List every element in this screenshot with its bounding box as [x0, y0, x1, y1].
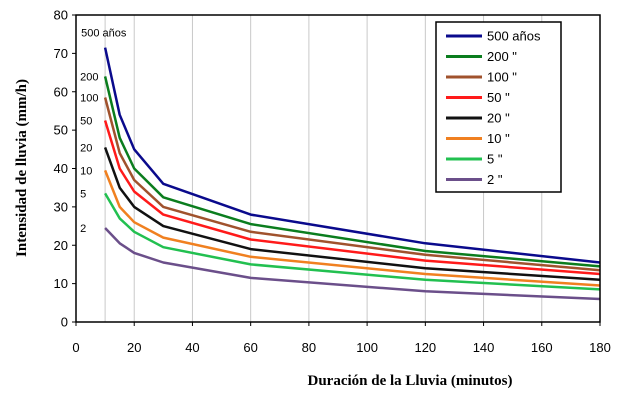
- y-axis-title: Intensidad de lluvia (mm/h): [14, 79, 30, 257]
- series-line-0: [103, 47, 601, 264]
- y-tick-label-0: 0: [61, 315, 68, 330]
- y-tick-label-1: 10: [54, 276, 68, 291]
- series-line-2: [103, 97, 601, 272]
- series-line-6: [104, 192, 601, 291]
- legend-label-2: 100 ": [487, 70, 517, 85]
- x-tick-label-6: 120: [414, 340, 436, 355]
- curve-labels: 500 años 200 100 50 20 10 5 2: [80, 28, 127, 235]
- y-axis-ticks: 0 10 20 30 40 50 60 70 80: [54, 8, 76, 330]
- series-line-3: [103, 120, 601, 276]
- x-tick-label-2: 40: [185, 340, 199, 355]
- legend-label-6: 5 ": [487, 152, 503, 167]
- x-tick-label-7: 140: [473, 340, 495, 355]
- series-line-1: [103, 76, 601, 268]
- x-tick-label-3: 60: [243, 340, 257, 355]
- x-tick-label-4: 80: [302, 340, 316, 355]
- legend: 500 años 200 " 100 " 50 " 20 " 10 " 5 " 2 ": [435, 21, 562, 193]
- series-line-4: [103, 146, 601, 282]
- series-line-7: [104, 227, 601, 301]
- y-tick-label-8: 80: [54, 8, 68, 23]
- curve-label-4: 20: [80, 142, 92, 154]
- legend-label-0: 500 años: [487, 29, 541, 44]
- x-tick-label-8: 160: [531, 340, 553, 355]
- y-tick-label-2: 20: [54, 238, 68, 253]
- curve-label-0: 500 años: [81, 28, 127, 40]
- curve-label-5: 10: [80, 165, 92, 177]
- legend-label-7: 2 ": [487, 172, 503, 187]
- x-axis-title: Duración de la Lluvia (minutos): [307, 373, 512, 389]
- series-lines: [103, 47, 601, 301]
- y-tick-label-4: 40: [54, 161, 68, 176]
- curve-label-7: 2: [80, 223, 86, 235]
- legend-label-1: 200 ": [487, 49, 517, 64]
- series-line-5: [103, 169, 601, 287]
- x-tick-label-9: 180: [589, 340, 611, 355]
- x-tick-label-1: 20: [127, 340, 141, 355]
- curve-label-3: 50: [80, 116, 92, 128]
- legend-label-3: 50 ": [487, 90, 510, 105]
- y-tick-label-7: 70: [54, 46, 68, 61]
- x-axis-ticks: 0 20 40 60 80 100 120 140 160 180: [72, 322, 611, 355]
- y-tick-label-5: 50: [54, 123, 68, 138]
- curve-label-2: 100: [80, 93, 98, 105]
- curve-label-6: 5: [80, 188, 86, 200]
- legend-label-5: 10 ": [487, 131, 510, 146]
- y-tick-label-6: 60: [54, 84, 68, 99]
- y-tick-label-3: 30: [54, 199, 68, 214]
- legend-label-4: 20 ": [487, 111, 510, 126]
- x-tick-label-5: 100: [356, 340, 378, 355]
- x-tick-label-0: 0: [72, 340, 79, 355]
- curve-label-1: 200: [80, 71, 98, 83]
- legend-box: [435, 21, 562, 193]
